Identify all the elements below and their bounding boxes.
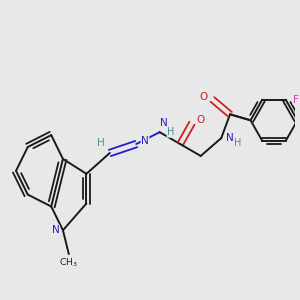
Text: H: H — [167, 127, 175, 137]
Text: CH$_3$: CH$_3$ — [59, 257, 78, 269]
Text: O: O — [196, 115, 205, 125]
Text: N: N — [52, 225, 59, 235]
Text: H: H — [97, 138, 105, 148]
Text: N: N — [141, 136, 149, 146]
Text: N: N — [226, 133, 233, 143]
Text: F: F — [293, 95, 299, 105]
Text: H: H — [234, 139, 241, 148]
Text: N: N — [160, 118, 168, 128]
Text: O: O — [200, 92, 208, 101]
